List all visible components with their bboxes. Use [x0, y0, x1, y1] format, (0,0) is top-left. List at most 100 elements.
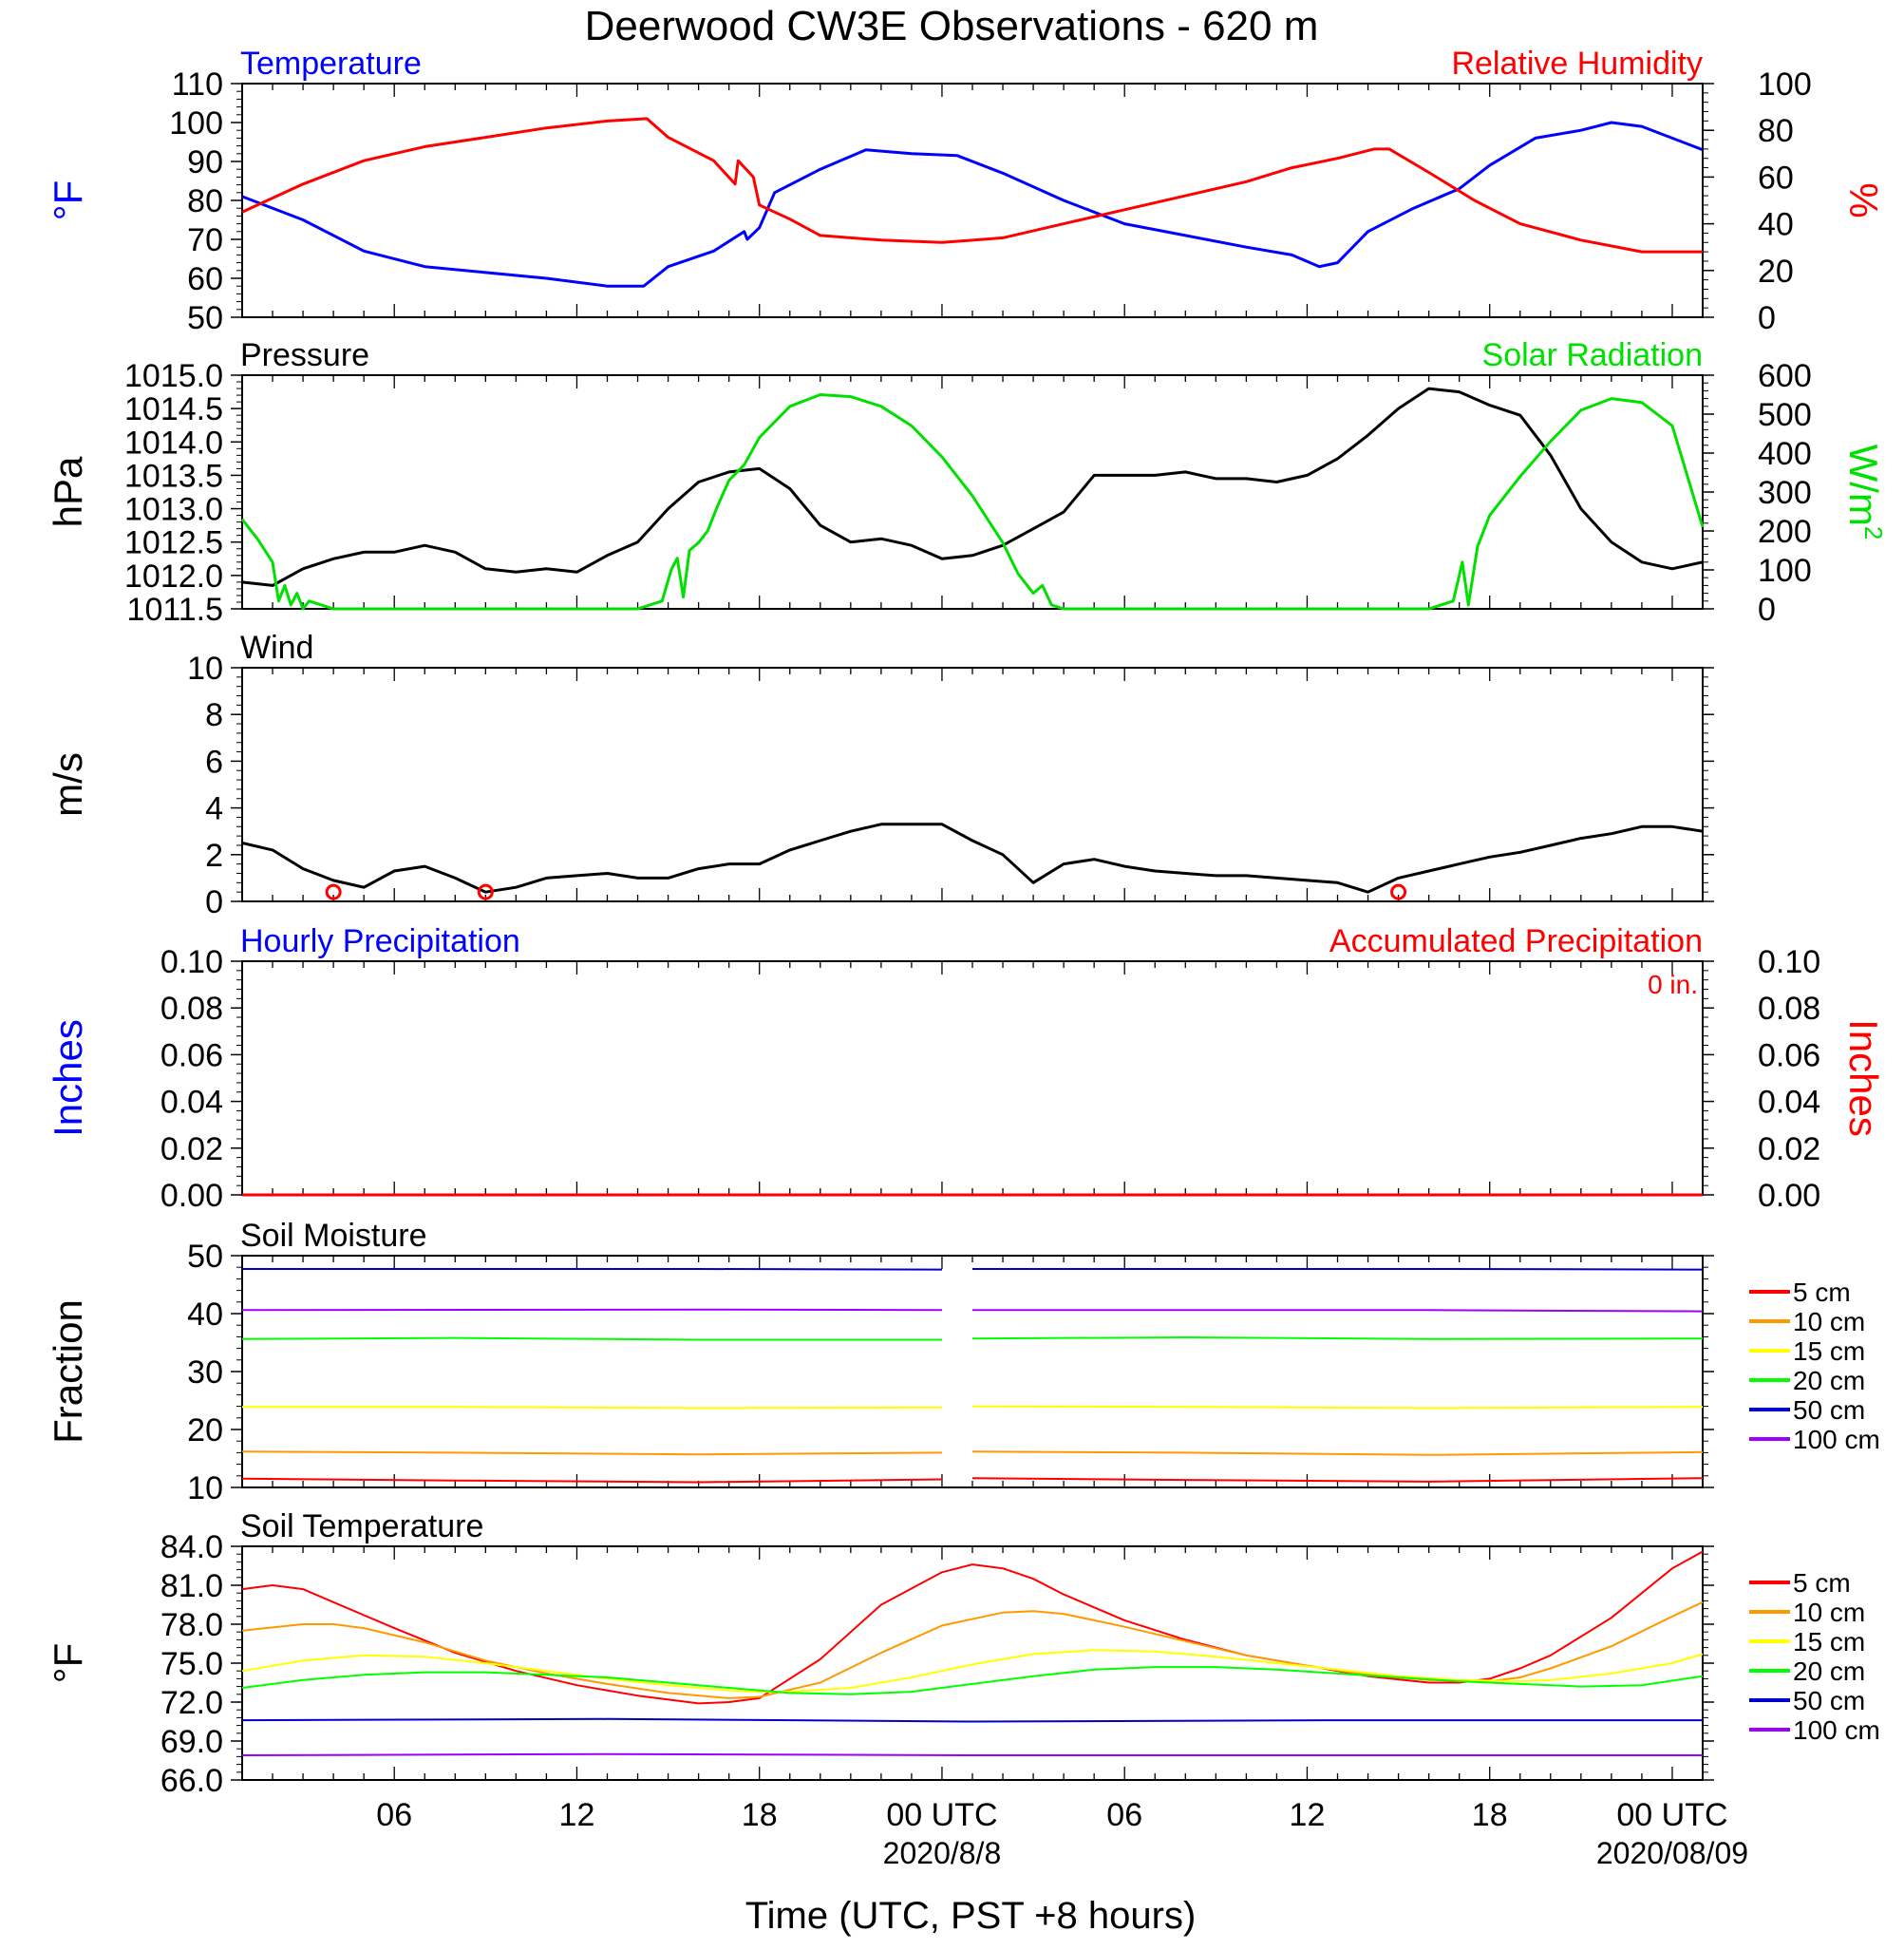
legend-label: 5 cm — [1793, 1568, 1851, 1598]
x-tick-label: 06 — [376, 1797, 412, 1833]
y-right-tick-label: 100 — [1758, 66, 1812, 103]
y-axis-label-left: m/s — [46, 752, 90, 817]
y-right-tick-label: 20 — [1758, 254, 1794, 290]
x-axis-title: Time (UTC, PST +8 hours) — [745, 1895, 1197, 1937]
y-axis-label-left: Fraction — [46, 1299, 90, 1444]
chart-title: Deerwood CW3E Observations - 620 m — [585, 3, 1319, 49]
y-tick-label: 1014.5 — [124, 391, 223, 427]
panel-title-left: Soil Temperature — [240, 1508, 483, 1544]
series-line — [971, 1477, 1704, 1483]
panel-4: 0.00 0.02 0.04 0.06 0.08 0.10 0.00 0.02 0.04 0.06… — [46, 923, 1886, 1214]
panel-title-left: Soil Moisture — [240, 1218, 427, 1254]
series-line — [972, 1268, 1704, 1271]
y-right-tick-label: 40 — [1758, 207, 1794, 243]
y-tick-label: 0.06 — [160, 1037, 223, 1073]
y-tick-label: 0.00 — [160, 1178, 223, 1214]
x-date-label: 2020/8/8 — [883, 1836, 1002, 1870]
legend-label: 10 cm — [1793, 1598, 1865, 1627]
panel-title-right: Accumulated Precipitation — [1329, 923, 1703, 959]
y-right-tick-label: 600 — [1758, 358, 1812, 394]
series-line — [242, 1268, 943, 1271]
series-line — [241, 1336, 942, 1341]
y-right-tick-label: 0.04 — [1758, 1085, 1820, 1121]
y-tick-label: 69.0 — [160, 1724, 223, 1760]
panel-title-left: Pressure — [240, 337, 369, 373]
panel-2: 1011.51012.01012.51013.01013.51014.01014… — [46, 337, 1888, 628]
y-tick-label: 0.02 — [160, 1131, 223, 1167]
y-right-tick-label: 0 — [1758, 592, 1776, 628]
legend-label: 15 cm — [1793, 1336, 1865, 1366]
y-right-tick-label: 60 — [1758, 160, 1794, 196]
y-axis-label-left: hPa — [46, 456, 90, 527]
legend-label: 10 cm — [1793, 1307, 1865, 1336]
plot-frame — [241, 374, 1704, 610]
x-tick-label: 18 — [1472, 1797, 1508, 1833]
x-tick-label: 12 — [1290, 1797, 1326, 1833]
series-line — [241, 1308, 943, 1312]
y-right-tick-label: 0.00 — [1758, 1178, 1820, 1214]
panel-title-right: Relative Humidity — [1451, 46, 1703, 82]
y-tick-label: 20 — [187, 1412, 223, 1448]
y-tick-label: 110 — [172, 66, 223, 103]
y-tick-label: 10 — [187, 651, 223, 687]
x-tick-label: 00 UTC — [886, 1797, 997, 1833]
y-tick-label: 1013.5 — [124, 458, 223, 494]
x-tick-label: 06 — [1106, 1797, 1142, 1833]
panel-title-left: Wind — [240, 630, 313, 666]
calm-wind-marker — [477, 883, 494, 900]
y-tick-label: 8 — [205, 697, 223, 733]
y-tick-label: 60 — [187, 261, 223, 297]
y-tick-label: 1011.5 — [127, 592, 223, 628]
y-tick-label: 6 — [205, 744, 223, 780]
legend-label: 5 cm — [1793, 1278, 1851, 1307]
x-tick-label: 12 — [559, 1797, 595, 1833]
plot-frame — [241, 83, 1704, 318]
series-line — [241, 1450, 943, 1456]
series-line — [971, 1405, 1704, 1410]
x-date-label: 2020/08/09 — [1596, 1836, 1748, 1870]
series-line — [241, 1666, 1704, 1695]
series-line — [241, 1477, 943, 1484]
y-tick-label: 1015.0 — [124, 358, 223, 394]
y-tick-label: 1014.0 — [124, 425, 223, 461]
series-line — [242, 1406, 943, 1410]
series-line — [971, 1450, 1704, 1456]
plot-frame — [241, 667, 1704, 902]
y-tick-label: 90 — [187, 144, 223, 180]
y-tick-label: 50 — [187, 1239, 223, 1275]
y-tick-label: 2 — [205, 838, 223, 874]
y-right-tick-label: 0.02 — [1758, 1131, 1820, 1167]
series-line — [241, 1649, 1704, 1694]
legend-label: 15 cm — [1793, 1627, 1865, 1657]
y-tick-label: 66.0 — [160, 1763, 223, 1799]
y-tick-label: 50 — [187, 300, 223, 336]
y-axis-label-left: °F — [46, 1643, 90, 1683]
calm-wind-marker — [1390, 883, 1407, 900]
y-tick-label: 0.08 — [160, 991, 223, 1027]
panel-title-left: Hourly Precipitation — [240, 923, 520, 959]
panel-6: 66.069.072.075.078.081.084.0 Soil Tempera… — [46, 1508, 1880, 1799]
series-line — [241, 1717, 1703, 1723]
y-axis-label-left: °F — [46, 180, 90, 220]
y-axis-label-right: Inches — [1841, 1019, 1886, 1137]
y-axis-label-right: W/m2 — [1841, 445, 1888, 540]
y-axis-label-right: % — [1841, 182, 1886, 218]
legend-label: 20 cm — [1793, 1657, 1865, 1686]
y-right-tick-label: 0.06 — [1758, 1037, 1820, 1073]
y-right-tick-label: 0.08 — [1758, 991, 1820, 1027]
y-right-tick-label: 100 — [1758, 553, 1812, 589]
y-tick-label: 100 — [169, 105, 223, 142]
panel-3: 0 2 4 6 8 10 Wind m/s — [46, 630, 1714, 920]
panel-title-right: Solar Radiation — [1482, 337, 1703, 373]
plot-frame — [241, 1545, 1704, 1781]
x-tick-label: 00 UTC — [1616, 1797, 1727, 1833]
y-right-tick-label: 80 — [1758, 113, 1794, 149]
y-tick-label: 80 — [187, 183, 223, 219]
y-tick-label: 1012.0 — [124, 558, 223, 595]
series-line — [241, 387, 1704, 587]
calm-wind-marker — [325, 883, 342, 900]
